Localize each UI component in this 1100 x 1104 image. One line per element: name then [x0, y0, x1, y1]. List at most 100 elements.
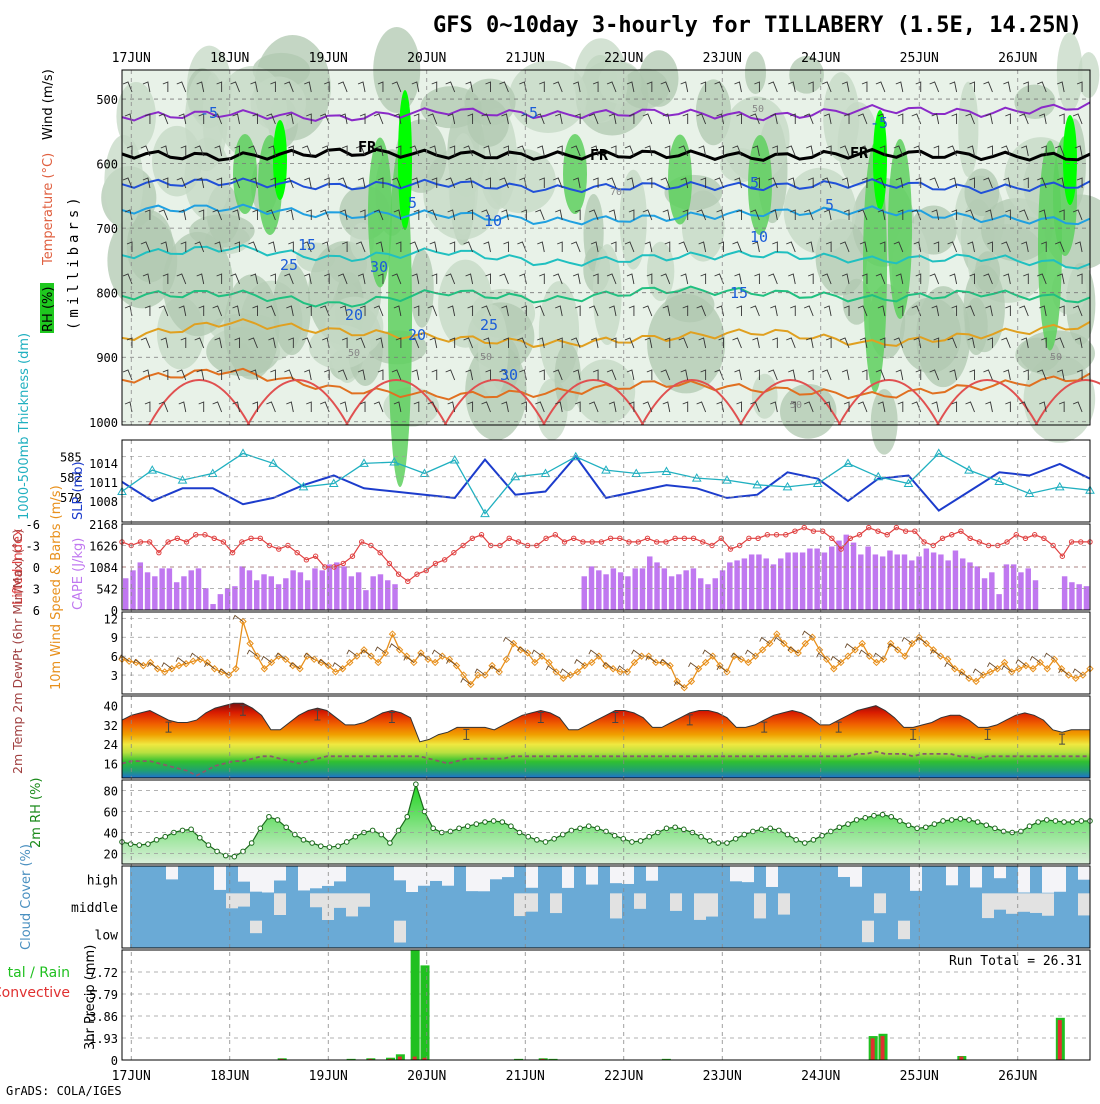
cape-bar	[596, 570, 602, 610]
wind-barb	[553, 273, 563, 285]
wind-barb	[965, 113, 975, 125]
wind-barb	[266, 401, 276, 413]
lifted-index-point	[174, 535, 181, 542]
wind-barb	[413, 401, 420, 412]
wind-barb	[642, 401, 653, 413]
wind-speed-point	[573, 668, 582, 676]
rh-point	[222, 852, 229, 859]
lifted-index-point	[893, 524, 900, 531]
wind-barb	[682, 209, 689, 220]
lifted-index-point	[506, 535, 512, 542]
wind-barb	[324, 81, 330, 92]
lifted-index-point	[193, 532, 199, 538]
wind-barb	[196, 369, 205, 381]
lifted-index-point	[847, 535, 854, 542]
lifted-index-point	[1068, 539, 1075, 545]
wind-barb	[790, 401, 796, 412]
cloud-cell	[1018, 866, 1030, 893]
minmax-marker	[165, 721, 172, 733]
wind-barb	[175, 657, 187, 665]
wind-speed-point	[360, 646, 368, 654]
date-tick-bottom: 18JUN	[210, 1069, 249, 1084]
wind-barb	[359, 113, 366, 124]
wind-barb	[572, 273, 581, 285]
lifted-index-point	[552, 532, 558, 538]
wind-barb	[700, 369, 707, 380]
wind-tick-label: 9	[111, 631, 118, 645]
lifted-index-point	[681, 535, 688, 542]
contour-label: 50	[348, 348, 360, 359]
wind-barb	[288, 241, 294, 252]
wind-barb	[861, 273, 868, 284]
rh-point	[508, 823, 514, 830]
cape-bar	[974, 566, 981, 610]
wind-speed-point	[758, 646, 767, 654]
rh-point	[196, 834, 203, 841]
wind-barb	[644, 241, 653, 253]
wind-barb	[557, 145, 563, 156]
wind-tick-label: 6	[111, 650, 118, 664]
wind-barb	[588, 305, 599, 317]
date-tick-top: 19JUN	[309, 51, 348, 66]
rh-point	[473, 821, 480, 827]
rh-point	[1018, 828, 1024, 835]
wind-barb	[519, 177, 527, 189]
rh-shade	[621, 68, 669, 109]
rh-point	[369, 827, 376, 834]
wind-barb	[158, 209, 169, 221]
wind-barb	[1019, 305, 1029, 317]
wind-barb	[768, 369, 778, 381]
cloud-cell	[490, 866, 502, 880]
wind-barb	[160, 145, 169, 157]
cape-bar	[1025, 568, 1031, 610]
lifted-index-point	[902, 528, 909, 534]
wind-barb	[189, 652, 201, 660]
wind-barb	[324, 177, 330, 188]
lifted-index-point	[312, 553, 319, 559]
wind-barb	[302, 337, 312, 349]
cloud-cell	[850, 866, 862, 887]
cloud-cell	[994, 866, 1006, 879]
cape-axis-label: CAPE (J/kg)	[71, 538, 86, 610]
precip-axis-label: 3hr Precip (mm)	[83, 945, 98, 1050]
wind-barb	[485, 177, 491, 188]
rh-point	[1043, 817, 1050, 823]
wind-barb	[535, 113, 545, 125]
wind-barb	[949, 177, 958, 189]
wind-speed-point	[1072, 674, 1080, 682]
wind-barb	[893, 241, 904, 253]
wind-barb	[929, 273, 940, 285]
wind-barb	[839, 337, 850, 349]
cloud-cell	[394, 920, 406, 943]
wind-barb	[825, 337, 832, 348]
cape-bar	[334, 562, 340, 610]
wind-barb	[610, 337, 617, 348]
rh-point	[914, 825, 920, 832]
wind-barb	[734, 81, 742, 93]
rh-point	[274, 817, 281, 823]
rh-point	[205, 842, 212, 848]
wind-barb	[560, 668, 571, 676]
thickness-point	[1054, 481, 1065, 491]
wind-barb	[337, 273, 348, 285]
date-tick-bottom: 23JUN	[703, 1069, 742, 1084]
wind-barb	[445, 81, 456, 93]
wind-barb	[985, 305, 993, 317]
cloud-cell	[1042, 893, 1054, 916]
cape-bar	[697, 578, 704, 610]
wind-barb	[1072, 305, 1083, 317]
rh-point	[317, 843, 324, 849]
wind-barb	[393, 209, 402, 221]
wind-barb	[485, 81, 491, 92]
wind-barb	[660, 273, 671, 285]
isotherm-35	[739, 379, 842, 426]
wind-barb	[467, 113, 474, 124]
wind-barb	[841, 273, 850, 285]
cape-bar	[778, 558, 784, 610]
wind-speed-point	[972, 677, 980, 686]
cloud-cell	[898, 920, 910, 940]
wind-barb	[987, 337, 993, 348]
wind-barb	[987, 145, 993, 156]
cape-bar	[909, 560, 915, 610]
wind-barb	[752, 241, 760, 253]
